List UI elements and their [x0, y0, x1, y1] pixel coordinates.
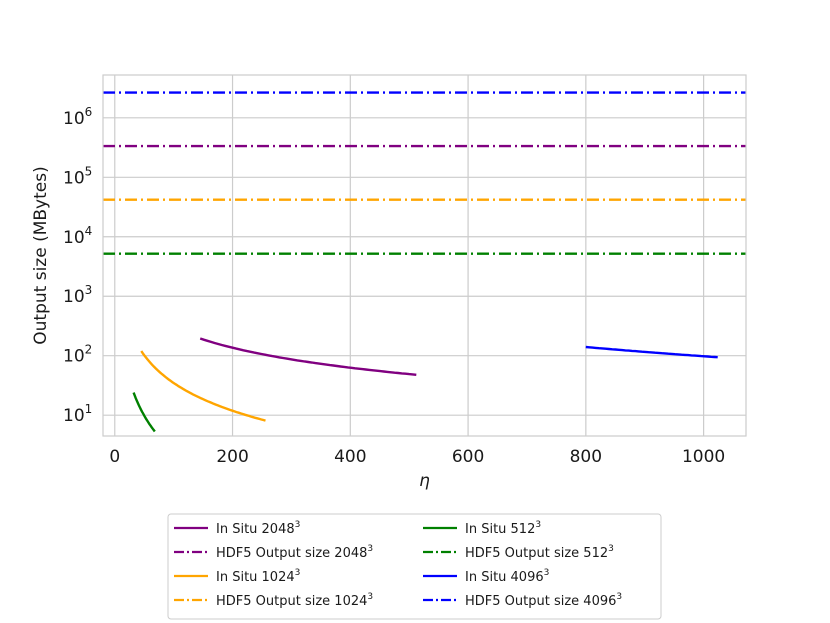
x-axis-label: η: [419, 471, 430, 491]
y-tick-label: 106: [63, 105, 92, 129]
y-tick-label: 103: [63, 283, 92, 307]
legend-label: In Situ 20483: [216, 520, 300, 537]
series-line: [132, 392, 156, 433]
legend-label: In Situ 5123: [465, 520, 541, 537]
plot-series: [103, 91, 746, 433]
x-tick-label: 800: [570, 447, 602, 467]
x-tick-label: 0: [109, 447, 120, 467]
x-tick-label: 600: [452, 447, 484, 467]
legend-label: In Situ 40963: [465, 568, 549, 585]
legend-label: HDF5 Output size 40963: [465, 592, 622, 609]
plot-frame: [102, 74, 747, 437]
grid: [103, 75, 746, 436]
series-line: [585, 345, 718, 359]
x-axis-ticks: 0 200 400 600 800 1000: [109, 447, 725, 467]
y-tick-label: 102: [63, 343, 92, 367]
legend-label: HDF5 Output size 10243: [216, 592, 373, 609]
y-axis-ticks: 101 102 103 104 105 106: [63, 105, 92, 426]
y-tick-label: 105: [63, 164, 92, 188]
x-tick-label: 1000: [682, 447, 725, 467]
legend-label: HDF5 Output size 5123: [465, 544, 614, 561]
y-axis-label: Output size (MBytes): [31, 166, 51, 344]
series-line: [140, 350, 266, 422]
x-tick-label: 200: [216, 447, 248, 467]
legend-label: In Situ 10243: [216, 568, 300, 585]
series-line: [199, 337, 417, 376]
legend-box: [167, 513, 662, 620]
legend-label: HDF5 Output size 20483: [216, 544, 373, 561]
x-tick-label: 400: [334, 447, 366, 467]
y-tick-label: 101: [63, 402, 92, 426]
legend: In Situ 20483 HDF5 Output size 20483 In Si…: [167, 513, 662, 620]
y-tick-label: 104: [63, 224, 92, 248]
